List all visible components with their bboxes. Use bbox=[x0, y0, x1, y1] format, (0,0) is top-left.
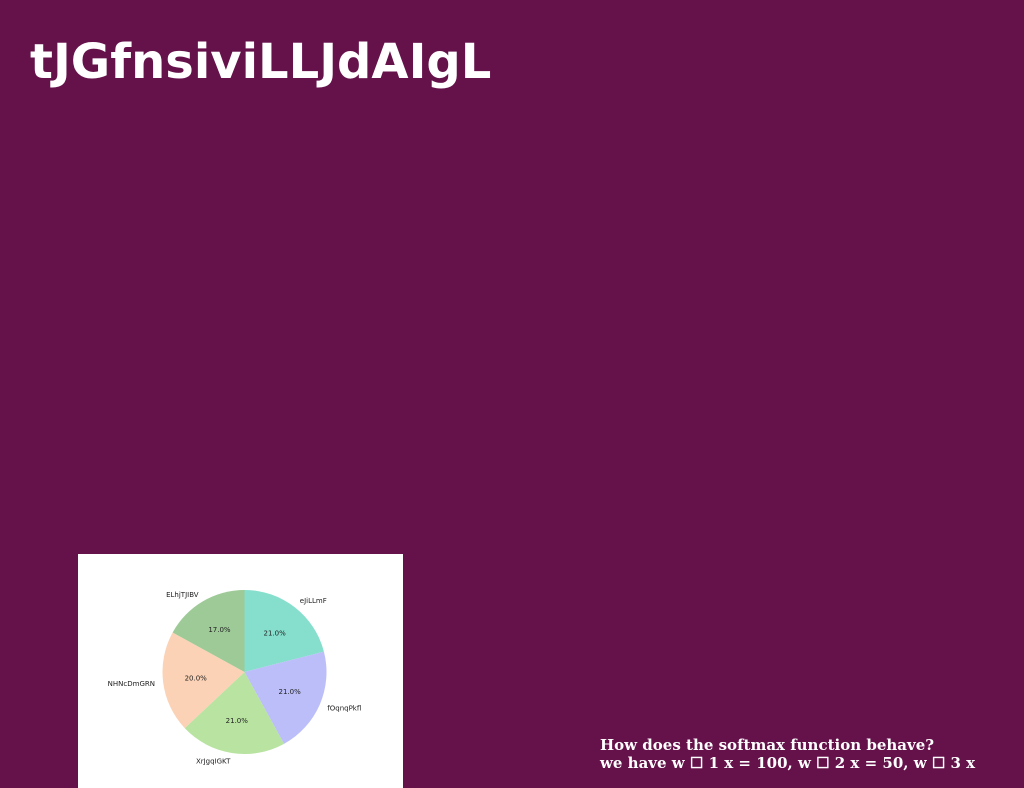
pie-slice-5 bbox=[172, 590, 245, 672]
pie-category-label: NHNcDmGRN bbox=[108, 680, 155, 688]
pie-percent-label: 21.0% bbox=[279, 688, 302, 696]
caption-line-2: we have w ☐ 1 x = 100, w ☐ 2 x = 50, w ☐… bbox=[600, 754, 976, 772]
slide-title: tJGfnsiviLLJdAIgL bbox=[30, 34, 492, 90]
pie-slice-4 bbox=[162, 632, 245, 729]
pie-category-label: XrJgqIGKT bbox=[196, 758, 231, 766]
pie-slice-3 bbox=[184, 672, 285, 754]
pie-category-label: eJiLLmF bbox=[300, 597, 327, 605]
pie-category-label: fOqnqPkfl bbox=[327, 704, 361, 712]
caption-line-1: How does the softmax function behave? bbox=[600, 736, 935, 754]
pie-percent-label: 17.0% bbox=[208, 626, 231, 634]
pie-category-label: ELhjTJIBV bbox=[166, 591, 199, 599]
pie-percent-label: 20.0% bbox=[185, 675, 208, 683]
pie-percent-label: 21.0% bbox=[264, 630, 287, 638]
pie-chart: 21.0% eJiLLmF 21.0% fOqnqPkfl 21.0% XrJgqIGKT… bbox=[108, 590, 361, 766]
question-caption: How does the softmax function behave? we… bbox=[600, 736, 1024, 772]
pie-chart-panel: 21.0% eJiLLmF 21.0% fOqnqPkfl 21.0% XrJgqIGKT… bbox=[78, 554, 403, 788]
pie-slice-1 bbox=[244, 590, 324, 672]
pie-percent-label: 21.0% bbox=[226, 717, 249, 725]
pie-slice-2 bbox=[244, 651, 327, 744]
